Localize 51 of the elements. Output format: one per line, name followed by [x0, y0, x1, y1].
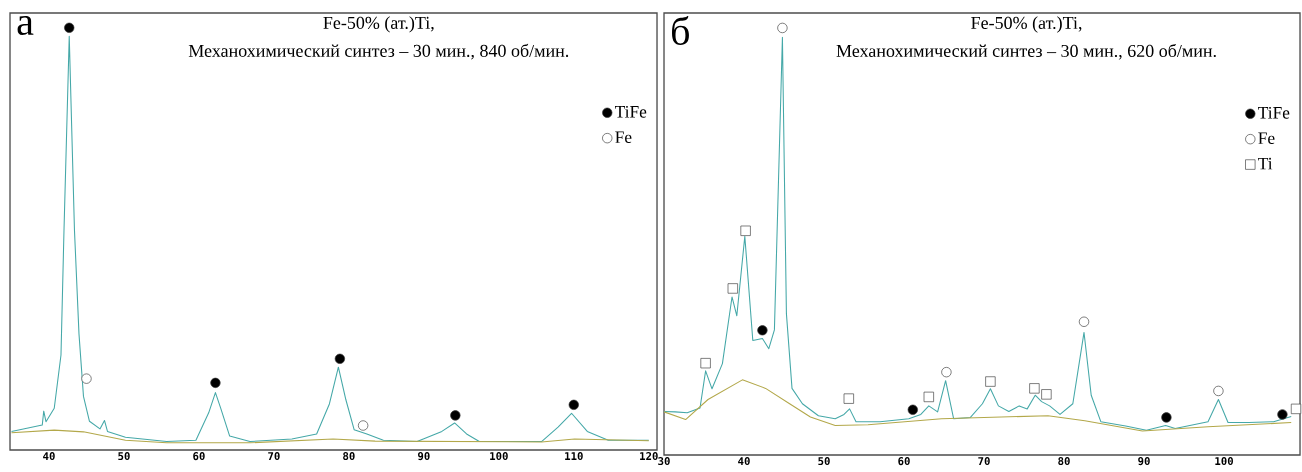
annotation: а: [17, 15, 34, 36]
point: [923, 391, 934, 403]
x-tick-label: 60: [193, 452, 205, 461]
point: [727, 283, 738, 294]
text: Механохимический синтез – 30 мин., 620 об/мин.: [836, 43, 1216, 60]
point: [450, 410, 461, 421]
x-tick-label: 40: [738, 457, 750, 466]
point: [1078, 316, 1090, 327]
point: [777, 22, 788, 34]
x-tick-label: 70: [978, 457, 990, 466]
point: [1213, 385, 1224, 397]
x-tick-label: 50: [818, 457, 830, 466]
x-tick-label: 110: [565, 452, 583, 461]
point: [757, 325, 768, 336]
x-tick-label: 50: [118, 452, 130, 461]
chart-title: Fe-50% (ат.)Ti,: [971, 16, 1082, 33]
x-tick-label: 100: [1215, 457, 1233, 466]
point: [700, 358, 711, 369]
point: [1041, 389, 1052, 400]
x-tick-label: 70: [268, 452, 280, 461]
x-tick-label: 100: [490, 452, 508, 461]
point: [1161, 412, 1172, 423]
point: [1029, 383, 1040, 394]
x-tick-label: 90: [418, 452, 430, 461]
x-tick-label: 80: [1058, 457, 1070, 466]
point: [985, 376, 996, 387]
x-tick-label: 30: [658, 457, 670, 466]
x-tick-label: 80: [343, 452, 355, 461]
point: [81, 373, 92, 384]
x-tick-label: 40: [43, 452, 55, 461]
legend-label: Ti: [1258, 157, 1273, 170]
legend-label: Fe: [1258, 132, 1275, 144]
point: [210, 377, 221, 389]
x-tick-label: 60: [898, 457, 910, 466]
point: [941, 367, 952, 378]
x-tick-label: 120: [640, 452, 658, 461]
legend-label: Fe: [615, 131, 632, 143]
x-tick-label: 90: [1138, 457, 1150, 466]
point: [1277, 409, 1288, 420]
point: [357, 420, 369, 431]
point: [64, 22, 75, 33]
point: [843, 393, 854, 404]
point: [334, 353, 346, 364]
annotation: б: [672, 15, 689, 45]
legend-label: TiFe: [615, 106, 647, 118]
point: [568, 399, 579, 410]
chart-title: Fe-50% (ат.)Ti,: [323, 16, 434, 33]
point: [907, 404, 918, 415]
legend-label: TiFe: [1258, 106, 1290, 119]
point: [740, 225, 751, 236]
text: Механохимический синтез – 30 мин., 840 об/мин.: [188, 43, 569, 60]
